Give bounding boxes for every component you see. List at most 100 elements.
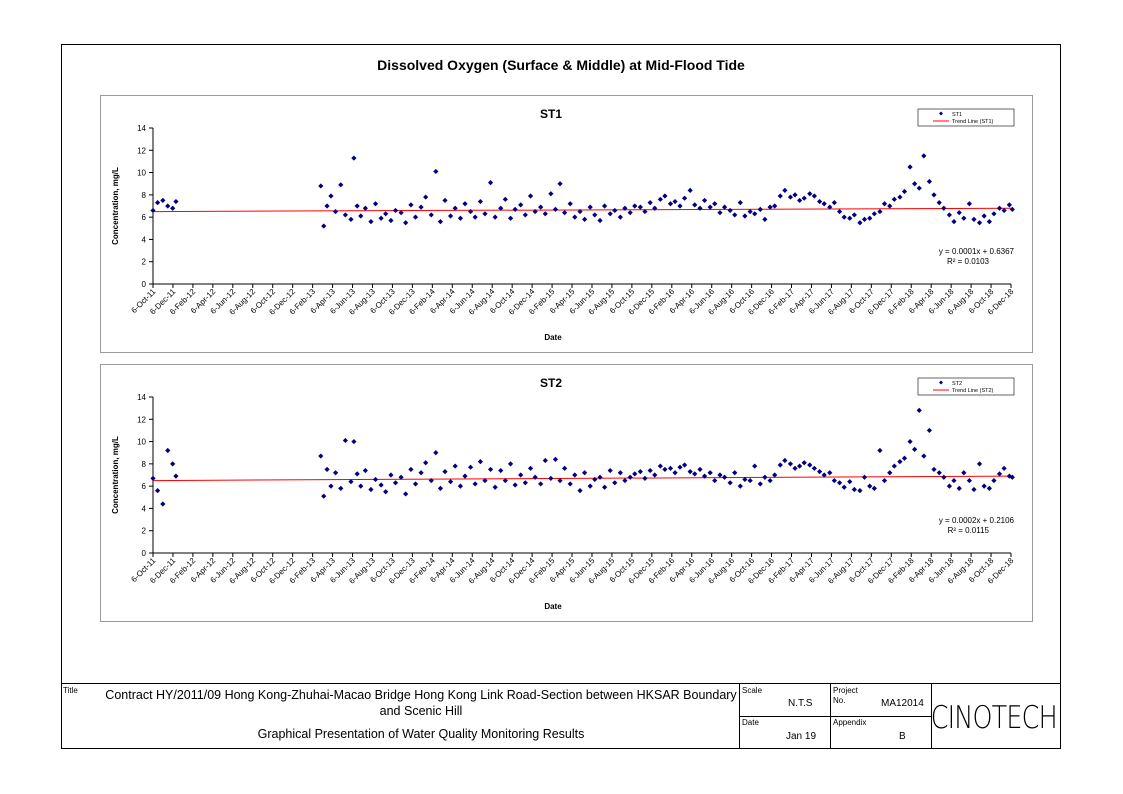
title-label: Title: [63, 686, 78, 695]
data-point: [991, 477, 997, 484]
data-point: [692, 202, 698, 208]
chart-panel-st1: ST1 0 2 4 6 8 10 12 14 6-Oct-11 6-Dec-11 6-Feb-12 6-…: [100, 95, 1033, 353]
data-point: [408, 202, 414, 208]
data-point: [627, 474, 633, 480]
data-point: [966, 477, 972, 484]
y-tick-label: 12: [137, 415, 146, 424]
data-point: [472, 481, 478, 487]
data-point: [412, 481, 419, 487]
data-point: [811, 465, 817, 471]
data-point: [821, 201, 827, 207]
data-point: [442, 197, 448, 204]
data-point: [907, 164, 913, 170]
data-point: [170, 461, 176, 467]
logo-cell: CINOTECH: [931, 684, 1061, 749]
legend-marker: [939, 111, 943, 116]
data-point: [354, 471, 360, 477]
data-point: [807, 191, 813, 197]
data-point: [981, 213, 987, 219]
data-point: [512, 482, 518, 488]
y-tick-label: 6: [142, 482, 147, 491]
y-tick-label: 2: [142, 258, 147, 267]
data-point: [372, 201, 379, 207]
data-point: [351, 438, 357, 445]
data-point: [881, 477, 888, 484]
data-point: [847, 215, 853, 221]
data-point: [986, 485, 992, 491]
data-point: [956, 210, 962, 216]
data-point: [667, 465, 674, 471]
data-point: [871, 485, 877, 491]
data-point: [348, 479, 354, 485]
data-point: [324, 203, 330, 209]
data-point: [627, 210, 633, 216]
data-point: [368, 219, 374, 225]
data-point: [392, 207, 399, 214]
data-point: [836, 480, 843, 486]
data-point: [522, 480, 528, 486]
y-tick-label: 10: [137, 169, 146, 178]
data-point: [332, 470, 339, 476]
data-point: [452, 463, 458, 469]
y-tick-label: 0: [142, 280, 147, 289]
data-point: [762, 216, 768, 222]
data-point: [707, 470, 713, 476]
project-appendix-cell: Project No. MA12014 Appendix B: [830, 684, 932, 749]
data-point: [582, 216, 588, 222]
data-point: [752, 463, 758, 469]
data-point: [976, 461, 983, 467]
data-point: [857, 220, 863, 226]
data-point: [351, 155, 357, 161]
date-label: Date: [742, 718, 759, 727]
data-point: [472, 214, 478, 220]
data-point: [582, 470, 588, 476]
data-point: [912, 181, 918, 187]
project-title-line1: Contract HY/2011/09 Hong Kong-Zhuhai-Mac…: [105, 688, 737, 702]
trend-equation: y = 0.0001x + 0.6367: [939, 247, 1015, 256]
data-point: [782, 187, 788, 193]
data-point: [971, 486, 977, 493]
chart-st2: ST2024681012146-Oct-116-Dec-116-Feb-126-…: [111, 376, 1016, 611]
data-point: [817, 469, 823, 475]
data-point: [467, 208, 474, 215]
data-point: [727, 480, 733, 486]
data-point: [532, 474, 538, 480]
data-point: [418, 204, 424, 210]
data-point: [637, 204, 643, 210]
y-axis-label: Concentration, mg/L: [111, 436, 120, 514]
data-point: [877, 447, 883, 454]
data-point: [916, 185, 922, 191]
data-point: [647, 467, 653, 474]
data-point: [150, 207, 156, 214]
data-point: [677, 464, 683, 470]
data-point: [477, 198, 484, 205]
data-point: [732, 470, 738, 476]
data-point: [662, 193, 668, 199]
chart-title: ST2: [540, 376, 562, 390]
data-point: [498, 205, 504, 211]
data-point: [477, 459, 484, 465]
data-point: [383, 211, 389, 217]
data-point: [887, 203, 893, 209]
data-point: [482, 211, 488, 217]
data-point: [423, 194, 429, 200]
data-point: [577, 208, 583, 215]
data-point: [782, 457, 788, 464]
data-point: [737, 483, 743, 489]
data-point: [681, 195, 688, 201]
data-point: [607, 467, 613, 474]
data-point: [538, 481, 544, 487]
data-point: [324, 466, 330, 473]
data-point: [617, 470, 623, 476]
data-point: [712, 477, 718, 484]
data-point: [518, 202, 524, 208]
data-point: [971, 216, 977, 222]
data-point: [592, 476, 598, 483]
data-point: [572, 214, 578, 220]
data-point: [901, 455, 908, 461]
data-point: [557, 477, 563, 484]
data-point: [811, 193, 817, 199]
data-point: [801, 195, 807, 201]
data-point: [946, 483, 952, 489]
data-point: [362, 467, 368, 474]
